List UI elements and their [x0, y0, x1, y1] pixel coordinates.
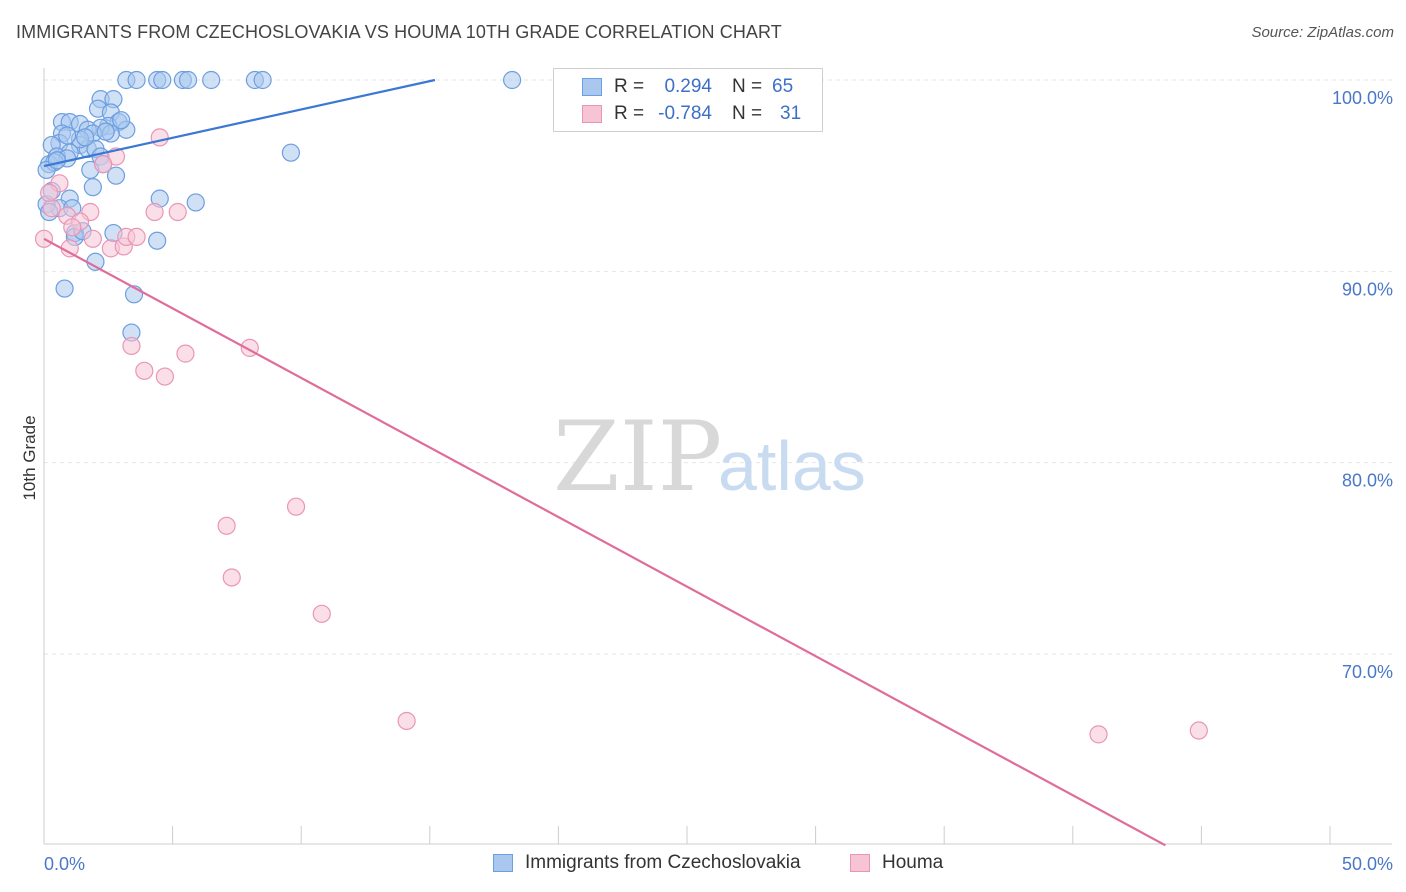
watermark-atlas: atlas: [718, 427, 866, 505]
series-czechoslovakia-points: [37, 70, 522, 342]
data-point-houma: [94, 155, 113, 174]
bottom-legend-label-czechoslovakia: Immigrants from Czechoslovakia: [525, 852, 801, 873]
legend-r-value: 0.294: [664, 76, 712, 97]
data-point-houma: [168, 202, 187, 222]
data-point-czechoslovakia: [76, 128, 95, 147]
data-point-houma: [145, 202, 164, 222]
bottom-legend-swatch-pink: [850, 854, 870, 872]
data-point-czechoslovakia: [186, 193, 205, 212]
data-point-czechoslovakia: [148, 231, 167, 250]
source-credit: Source: ZipAtlas.com: [1251, 24, 1394, 41]
series-houma-points: [34, 128, 1208, 744]
data-point-czechoslovakia: [55, 279, 74, 298]
data-point-houma: [135, 361, 154, 380]
y-tick-label: 100.0%: [1332, 88, 1393, 108]
data-point-czechoslovakia: [503, 70, 522, 90]
chart-title: IMMIGRANTS FROM CZECHOSLOVAKIA VS HOUMA …: [16, 22, 782, 42]
data-point-czechoslovakia: [83, 178, 102, 197]
data-point-houma: [217, 516, 236, 535]
x-tick-label: 0.0%: [44, 854, 85, 874]
data-point-houma: [222, 568, 241, 587]
data-point-czechoslovakia: [96, 122, 115, 141]
legend-n-value: 65: [772, 76, 794, 97]
trendline-czechoslovakia: [43, 78, 436, 168]
data-point-houma: [122, 336, 141, 356]
data-point-houma: [155, 367, 174, 386]
data-point-houma: [397, 711, 416, 731]
legend-r-label: R =: [614, 76, 645, 97]
bottom-legend-houma: Houma: [850, 852, 943, 874]
data-point-houma: [63, 218, 82, 237]
data-point-houma: [40, 183, 59, 202]
trendlines: [43, 78, 1166, 847]
legend-n-label: N =: [732, 76, 763, 97]
bottom-legend-swatch-blue: [493, 854, 513, 872]
watermark-zip: ZIP: [553, 401, 722, 513]
data-point-houma: [83, 229, 102, 248]
legend-swatch-pink: [582, 105, 602, 123]
data-point-czechoslovakia: [58, 126, 77, 145]
data-point-czechoslovakia: [127, 70, 146, 90]
grid-lines: [44, 79, 1392, 655]
data-point-houma: [176, 344, 195, 363]
data-point-czechoslovakia: [202, 70, 221, 90]
trendline-houma: [43, 237, 1166, 847]
data-point-houma: [1089, 725, 1108, 744]
legend-row-czechoslovakia: R = 0.294 N = 65: [582, 74, 793, 100]
data-point-houma: [150, 128, 169, 147]
data-point-houma: [286, 497, 306, 516]
y-axis-label: 10th Grade: [20, 415, 39, 500]
correlation-legend: R = 0.294 N = 65 R = -0.784 N = 31: [553, 68, 823, 132]
legend-row-houma: R = -0.784 N = 31: [582, 101, 801, 127]
legend-n-label: N =: [732, 103, 763, 124]
data-point-czechoslovakia: [153, 70, 172, 90]
y-tick-label: 80.0%: [1342, 471, 1393, 491]
legend-r-label: R =: [614, 103, 645, 124]
y-tick-label: 70.0%: [1342, 662, 1393, 682]
data-point-czechoslovakia: [253, 70, 272, 90]
y-tick-label: 90.0%: [1342, 279, 1393, 299]
data-point-czechoslovakia: [281, 143, 301, 162]
data-point-czechoslovakia: [112, 111, 131, 130]
data-point-czechoslovakia: [178, 70, 198, 90]
data-point-czechoslovakia: [106, 166, 126, 185]
bottom-legend-czechoslovakia: Immigrants from Czechoslovakia: [493, 852, 801, 874]
data-point-czechoslovakia: [47, 151, 66, 170]
axes: [43, 68, 1392, 845]
watermark: ZIP atlas: [553, 401, 866, 513]
data-point-houma: [312, 604, 331, 623]
legend-swatch-blue: [582, 78, 602, 96]
legend-n-value: 31: [780, 103, 802, 124]
data-point-houma: [1189, 721, 1208, 740]
bottom-legend-label-houma: Houma: [882, 852, 944, 873]
data-point-houma: [127, 227, 146, 246]
legend-r-value: -0.784: [658, 103, 712, 124]
data-point-houma: [42, 199, 61, 218]
x-tick-label: 50.0%: [1342, 854, 1393, 874]
tick-labels: 100.0% 90.0% 80.0% 70.0% 0.0% 50.0%: [44, 88, 1393, 874]
